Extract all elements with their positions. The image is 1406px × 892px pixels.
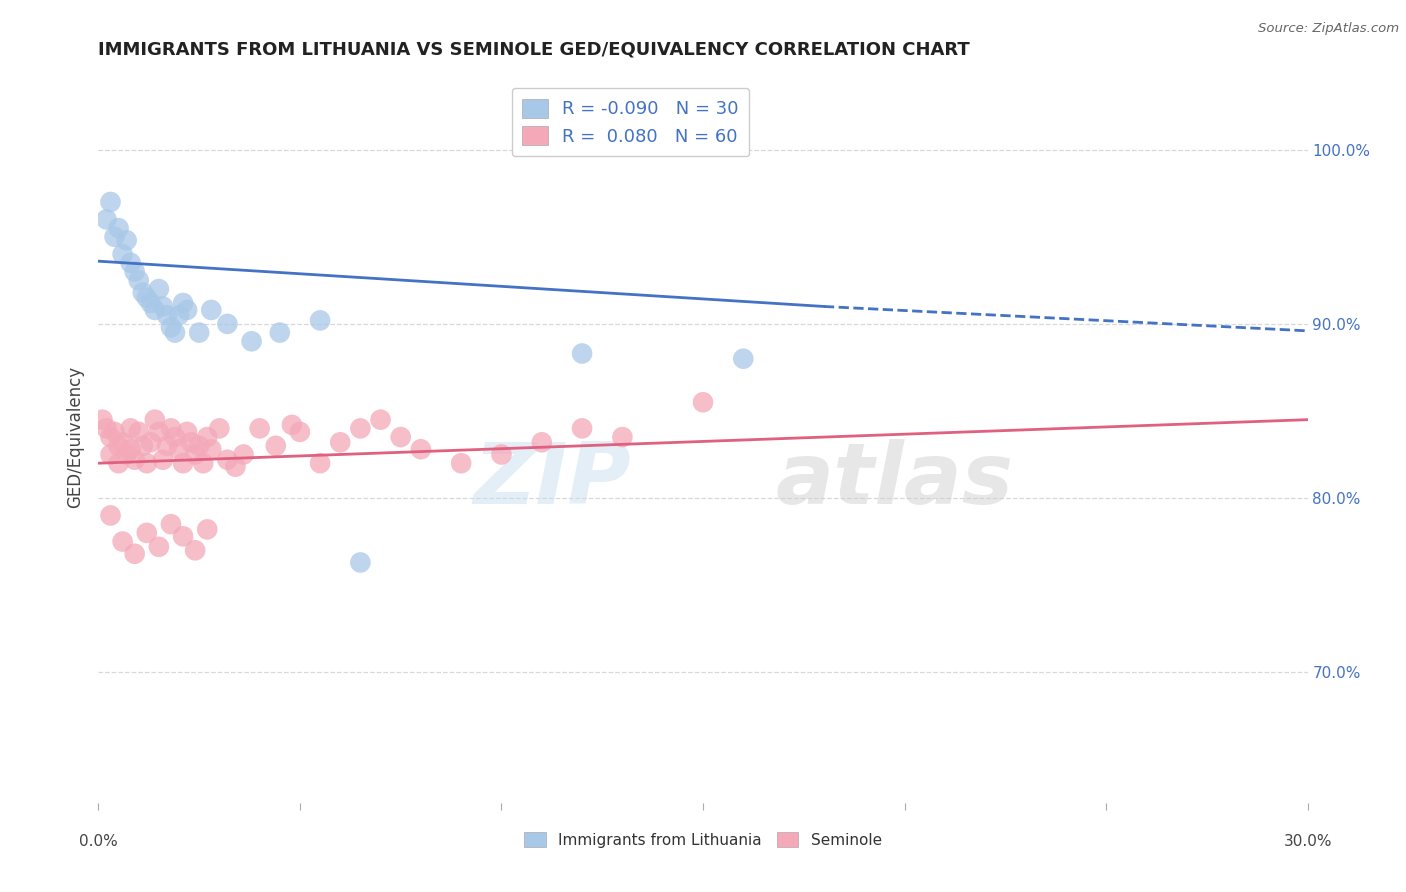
Point — [329, 435, 352, 450]
Point — [96, 421, 118, 435]
Point — [217, 317, 239, 331]
Point — [103, 425, 125, 439]
Point — [100, 448, 122, 462]
Point — [249, 421, 271, 435]
Y-axis label: GED/Equivalency: GED/Equivalency — [66, 366, 84, 508]
Point — [188, 439, 211, 453]
Point — [269, 326, 291, 340]
Point — [160, 320, 183, 334]
Point — [208, 421, 231, 435]
Point — [111, 435, 134, 450]
Point — [107, 456, 129, 470]
Point — [148, 425, 170, 439]
Point — [200, 442, 222, 457]
Point — [163, 326, 186, 340]
Point — [491, 448, 513, 462]
Point — [288, 425, 311, 439]
Point — [91, 412, 114, 426]
Point — [409, 442, 432, 457]
Point — [184, 543, 207, 558]
Point — [132, 439, 155, 453]
Point — [370, 412, 392, 426]
Point — [281, 417, 304, 432]
Point — [139, 435, 162, 450]
Point — [135, 456, 157, 470]
Point — [143, 302, 166, 317]
Point — [100, 508, 122, 523]
Point — [124, 547, 146, 561]
Text: 30.0%: 30.0% — [1284, 834, 1331, 849]
Point — [148, 282, 170, 296]
Point — [107, 439, 129, 453]
Point — [167, 442, 190, 457]
Point — [124, 265, 146, 279]
Point — [184, 448, 207, 462]
Point — [176, 302, 198, 317]
Point — [111, 247, 134, 261]
Point — [132, 285, 155, 300]
Point — [156, 439, 179, 453]
Point — [152, 300, 174, 314]
Point — [135, 525, 157, 540]
Point — [349, 421, 371, 435]
Point — [115, 233, 138, 247]
Point — [172, 296, 194, 310]
Point — [224, 459, 246, 474]
Point — [195, 430, 218, 444]
Point — [612, 430, 634, 444]
Point — [128, 273, 150, 287]
Point — [100, 194, 122, 209]
Point — [167, 308, 190, 322]
Text: 0.0%: 0.0% — [79, 834, 118, 849]
Point — [128, 425, 150, 439]
Point — [103, 229, 125, 244]
Point — [389, 430, 412, 444]
Point — [195, 522, 218, 536]
Point — [148, 540, 170, 554]
Point — [120, 256, 142, 270]
Point — [450, 456, 472, 470]
Point — [264, 439, 287, 453]
Point — [217, 452, 239, 467]
Point — [120, 421, 142, 435]
Text: IMMIGRANTS FROM LITHUANIA VS SEMINOLE GED/EQUIVALENCY CORRELATION CHART: IMMIGRANTS FROM LITHUANIA VS SEMINOLE GE… — [98, 41, 970, 59]
Point — [143, 412, 166, 426]
Point — [172, 456, 194, 470]
Point — [176, 425, 198, 439]
Point — [530, 435, 553, 450]
Point — [124, 452, 146, 467]
Point — [692, 395, 714, 409]
Point — [115, 448, 138, 462]
Point — [309, 313, 332, 327]
Point — [188, 326, 211, 340]
Point — [120, 442, 142, 457]
Point — [160, 421, 183, 435]
Point — [100, 430, 122, 444]
Point — [232, 448, 254, 462]
Point — [111, 534, 134, 549]
Point — [733, 351, 755, 366]
Point — [96, 212, 118, 227]
Point — [156, 308, 179, 322]
Point — [172, 529, 194, 543]
Point — [571, 346, 593, 360]
Point — [240, 334, 263, 349]
Point — [349, 556, 371, 570]
Point — [139, 296, 162, 310]
Point — [160, 517, 183, 532]
Text: Source: ZipAtlas.com: Source: ZipAtlas.com — [1258, 22, 1399, 36]
Text: atlas: atlas — [776, 440, 1014, 523]
Point — [193, 456, 215, 470]
Point — [200, 302, 222, 317]
Point — [163, 430, 186, 444]
Point — [107, 221, 129, 235]
Legend: Immigrants from Lithuania, Seminole: Immigrants from Lithuania, Seminole — [519, 825, 887, 854]
Text: ZIP: ZIP — [472, 440, 630, 523]
Point — [571, 421, 593, 435]
Point — [180, 435, 202, 450]
Point — [135, 291, 157, 305]
Point — [309, 456, 332, 470]
Point — [152, 452, 174, 467]
